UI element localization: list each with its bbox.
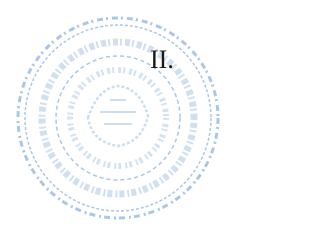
- stamp-inner-band: [70, 70, 166, 166]
- section-numeral: II.: [150, 45, 174, 74]
- stamp: [18, 18, 218, 218]
- stamp-emblem: [88, 86, 148, 146]
- stamp-emblem-detail: [100, 100, 136, 124]
- document: II.: [0, 0, 242, 240]
- stamp-outer-ring: [18, 18, 218, 218]
- stamp-ring: [25, 25, 211, 211]
- page: {"heading": {"numeral": "II."}} II. (() …: [0, 0, 242, 240]
- stamp-inner-ring: [56, 56, 180, 180]
